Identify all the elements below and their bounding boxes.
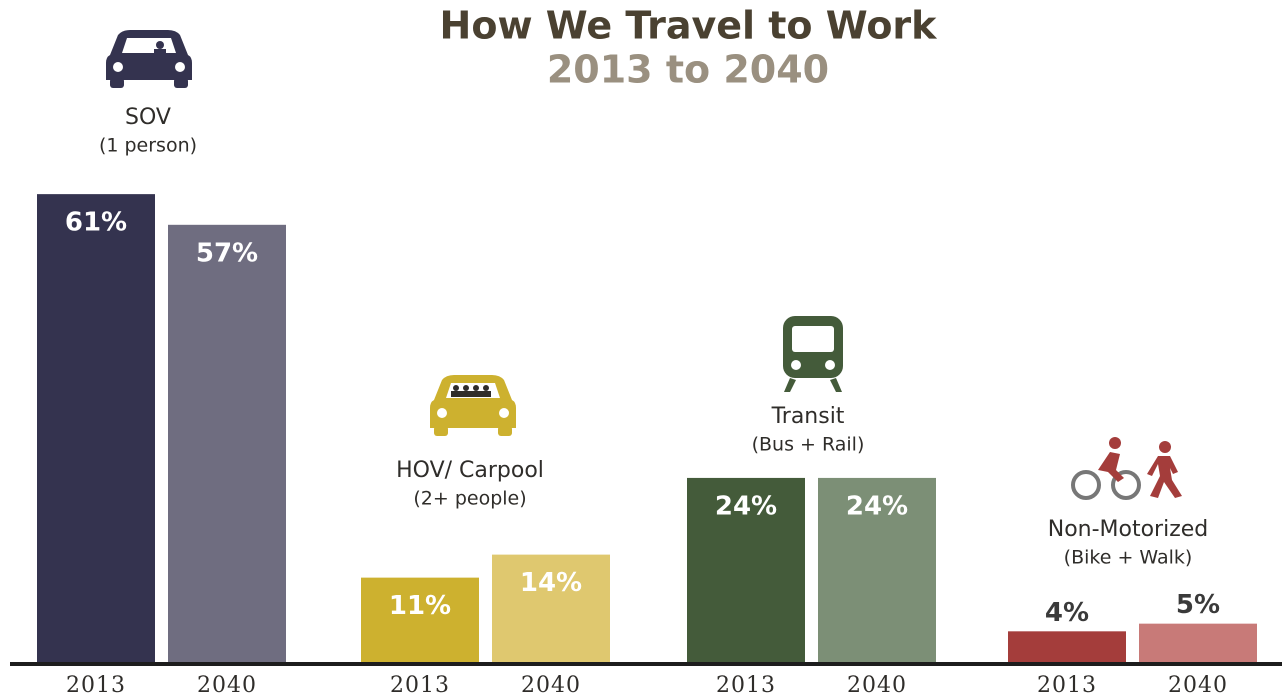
bar [1139, 623, 1257, 662]
bike-walk-icon [1071, 437, 1182, 500]
x-tick-label: 2013 [1037, 673, 1097, 697]
x-tick-label: 2040 [521, 673, 581, 697]
value-label: 57% [196, 238, 258, 268]
bar [1008, 631, 1126, 662]
group-sublabel: (Bike + Walk) [1064, 547, 1193, 569]
group-label: HOV/ Carpool [396, 458, 544, 483]
group-sublabel: (1 person) [99, 135, 197, 157]
value-label: 14% [520, 568, 582, 598]
value-label: 24% [715, 491, 777, 521]
carpool-icon [430, 375, 516, 436]
x-tick-label: 2013 [390, 673, 450, 697]
x-tick-label: 2013 [716, 673, 776, 697]
x-tick-label: 2013 [66, 673, 126, 697]
car-icon [106, 30, 192, 88]
bar [37, 194, 155, 662]
value-label: 4% [1045, 598, 1089, 628]
chart-subtitle: 2013 to 2040 [547, 48, 829, 92]
value-label: 11% [389, 591, 451, 621]
group-label: Non-Motorized [1048, 517, 1209, 542]
bar [687, 477, 805, 662]
bar [361, 577, 479, 662]
x-tick-label: 2040 [847, 673, 907, 697]
bar [168, 224, 286, 662]
x-tick-label: 2040 [1168, 673, 1228, 697]
train-icon [783, 316, 843, 392]
group-label: Transit [771, 404, 845, 429]
chart-title: How We Travel to Work [440, 4, 938, 48]
bar [818, 477, 936, 662]
x-tick-label: 2040 [197, 673, 257, 697]
group-sublabel: (Bus + Rail) [752, 434, 865, 456]
value-label: 5% [1176, 590, 1220, 620]
bar [492, 554, 610, 662]
group-sublabel: (2+ people) [413, 488, 526, 510]
group-label: SOV [125, 105, 171, 130]
value-label: 24% [846, 491, 908, 521]
value-label: 61% [65, 208, 127, 238]
